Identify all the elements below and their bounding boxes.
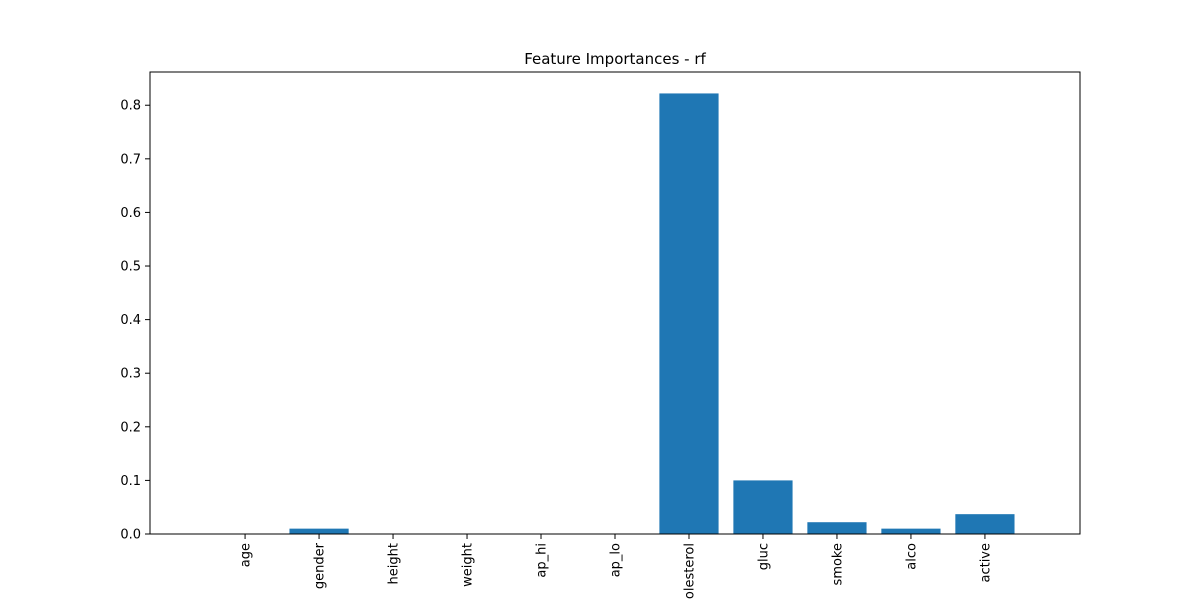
y-tick-label-0.2: 0.2: [120, 420, 141, 435]
y-tick-label-0.6: 0.6: [120, 206, 141, 221]
bar-alco: [881, 528, 941, 534]
x-tick-label-weight: weight: [461, 543, 476, 587]
bar-gluc: [733, 480, 793, 534]
plot-frame: [149, 71, 1081, 535]
bar-active: [955, 514, 1015, 534]
x-tick-label-cholesterol: cholesterol: [682, 543, 697, 600]
y-axis: 0.0 0.1 0.2 0.3 0.4 0.5 0.6 0.7 0.8: [120, 99, 150, 543]
x-tick-label-height: height: [387, 543, 402, 584]
bar-smoke: [807, 522, 867, 534]
x-tick-label-gender: gender: [313, 542, 328, 589]
y-tick-label-0.8: 0.8: [120, 99, 141, 114]
x-tick-label-ap_hi: ap_hi: [535, 543, 550, 578]
y-tick-label-0.5: 0.5: [120, 260, 141, 275]
x-tick-label-gluc: gluc: [756, 543, 771, 570]
chart-title: Feature Importances - rf: [524, 50, 706, 68]
x-tick-label-active: active: [978, 543, 993, 583]
x-tick-label-age: age: [239, 543, 254, 567]
bar-gender: [289, 528, 349, 534]
bar-cholesterol: [659, 93, 719, 535]
x-tick-label-ap_lo: ap_lo: [609, 543, 624, 577]
y-tick-label-0.3: 0.3: [120, 367, 141, 382]
x-tick-label-smoke: smoke: [830, 543, 845, 585]
x-axis: age gender height weight ap_hi ap_lo cholester…: [239, 534, 993, 600]
y-tick-label-0.1: 0.1: [120, 474, 141, 489]
y-tick-label-0.7: 0.7: [120, 152, 141, 167]
y-tick-label-0.0: 0.0: [120, 528, 141, 543]
bars-group: [289, 93, 1015, 535]
x-tick-label-alco: alco: [904, 543, 919, 570]
y-tick-label-0.4: 0.4: [120, 313, 141, 328]
